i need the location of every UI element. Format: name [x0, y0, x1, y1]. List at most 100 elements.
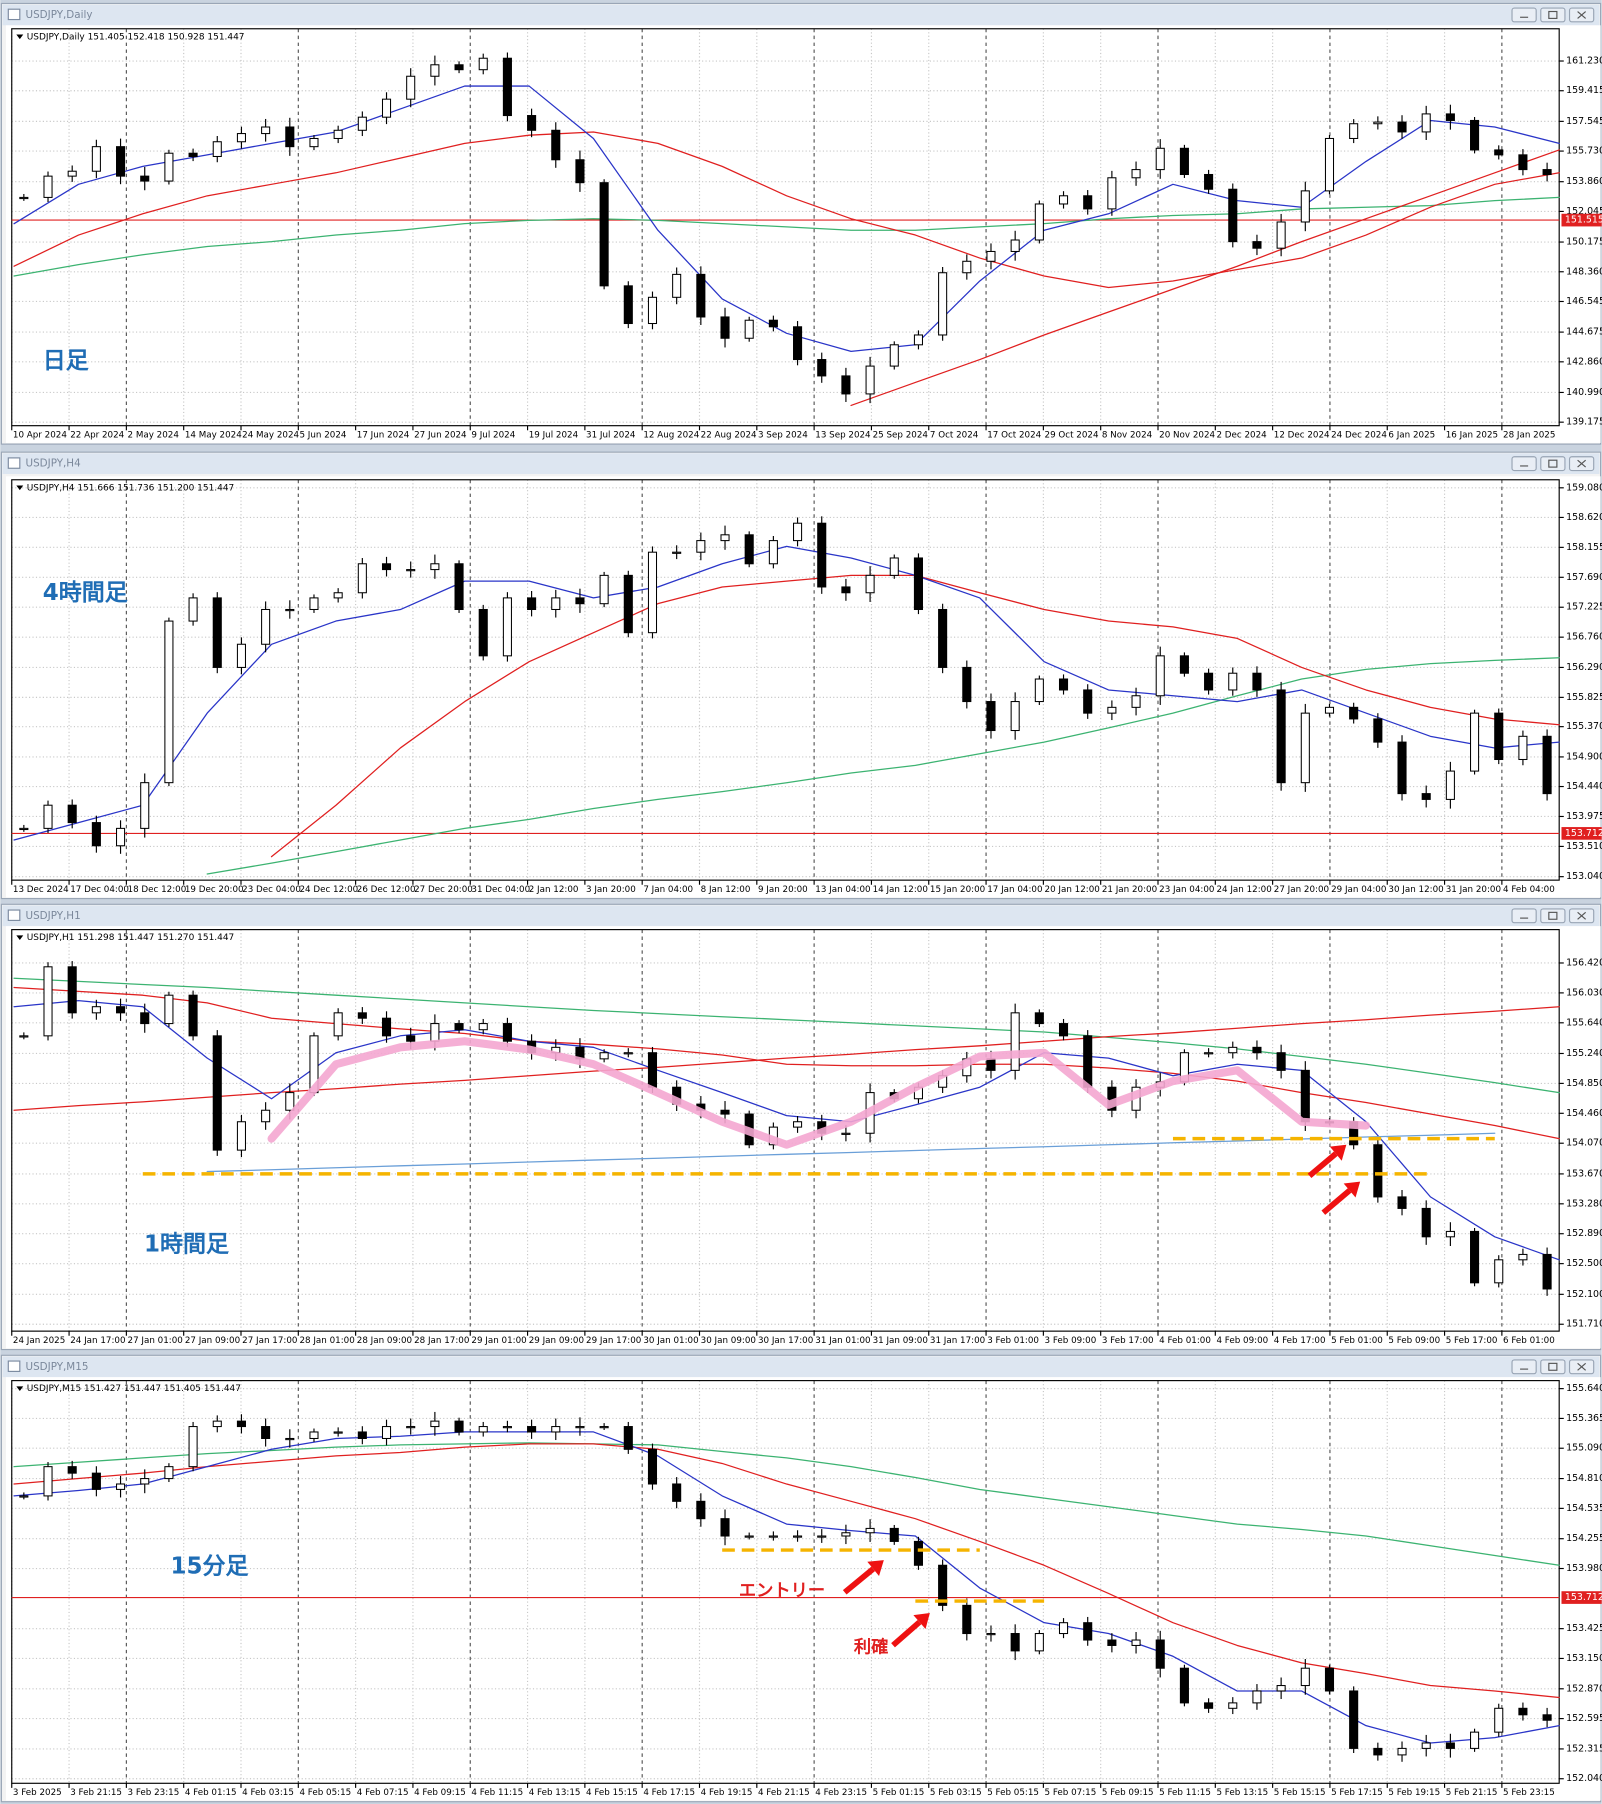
- y-tick-label: 154.255: [1566, 1533, 1602, 1544]
- x-tick-label: 20 Nov 2024: [1159, 430, 1215, 440]
- candle-body: [1034, 203, 1044, 241]
- candle-body: [1228, 1702, 1238, 1709]
- y-tick-label: 155.365: [1566, 1413, 1602, 1424]
- candle-body: [865, 1527, 875, 1534]
- candle-body: [1058, 195, 1069, 205]
- y-tick-label: 153.150: [1566, 1653, 1602, 1664]
- candle-body: [140, 1012, 150, 1025]
- candle-body: [1252, 241, 1262, 249]
- x-tick-label: 17 Oct 2024: [987, 430, 1041, 440]
- candle-body: [116, 146, 126, 177]
- x-tick-label: 19 Jul 2024: [529, 430, 579, 440]
- candle-body: [19, 827, 29, 831]
- y-tick-label: 139.175: [1566, 417, 1602, 428]
- candle-body: [720, 1109, 730, 1115]
- y-tick-label: 152.870: [1566, 1683, 1602, 1694]
- candle-body: [1542, 1253, 1552, 1290]
- indicator-line: [13, 1443, 1560, 1699]
- arrow-head: [913, 1613, 930, 1630]
- x-tick-label: 6 Feb 01:00: [1503, 1336, 1555, 1346]
- timeframe-label: 15分足: [171, 1553, 249, 1579]
- info-line: USDJPY,M15 151.427 151.447 151.405 151.4…: [27, 1384, 241, 1394]
- candle-body: [261, 126, 271, 135]
- x-tick-label: 5 Feb 23:15: [1503, 1788, 1555, 1798]
- candle-body: [285, 1092, 295, 1111]
- candle-body: [962, 260, 972, 274]
- candle-body: [1397, 741, 1407, 795]
- candle-body: [575, 159, 585, 184]
- x-tick-label: 4 Feb 17:00: [1274, 1336, 1326, 1346]
- candle-body: [1131, 695, 1141, 708]
- arrow-head: [1343, 1181, 1361, 1198]
- candle-body: [865, 365, 875, 395]
- maximize-button[interactable]: [1540, 908, 1566, 924]
- candle-body: [478, 608, 488, 657]
- candle-body: [478, 1023, 488, 1031]
- maximize-button[interactable]: [1540, 1359, 1566, 1375]
- candle-body: [672, 1483, 682, 1502]
- y-tick-label: 152.500: [1566, 1258, 1602, 1269]
- button-glyph: [1577, 1362, 1587, 1371]
- current-price-tag: [1561, 1591, 1602, 1604]
- candle-body: [212, 1035, 222, 1151]
- candle-body: [841, 1532, 851, 1537]
- candle-body: [333, 1012, 343, 1037]
- indicator-line: [13, 131, 1560, 289]
- candle-body: [309, 1431, 319, 1439]
- candle-body: [1276, 221, 1286, 249]
- chart-window: USDJPY,H4 159.080 158.620 158.155 157.690 157…: [0, 451, 1602, 900]
- candle-body: [1155, 655, 1165, 697]
- maximize-button[interactable]: [1540, 456, 1566, 472]
- minimize-button[interactable]: [1511, 7, 1537, 23]
- candle-body: [1445, 1742, 1455, 1749]
- candle-body: [672, 273, 682, 298]
- x-tick-label: 4 Feb 11:15: [471, 1788, 523, 1798]
- candle-body: [527, 597, 537, 611]
- x-tick-label: 3 Feb 01:00: [987, 1336, 1039, 1346]
- candle-body: [793, 1121, 803, 1128]
- candle-body: [647, 1052, 658, 1088]
- title-bar: [2, 4, 1600, 26]
- candle-body: [599, 182, 609, 287]
- x-tick-label: 24 Jan 2025: [13, 1336, 65, 1346]
- minimize-button[interactable]: [1511, 456, 1537, 472]
- candle-body: [188, 1426, 198, 1468]
- x-tick-label: 30 Jan 12:00: [1388, 885, 1443, 895]
- candle-body: [599, 574, 609, 605]
- candle-body: [938, 608, 948, 668]
- y-tick-label: 154.070: [1566, 1138, 1602, 1149]
- x-tick-label: 4 Feb 04:00: [1503, 885, 1555, 895]
- candle-body: [623, 574, 633, 634]
- candle-body: [285, 126, 295, 148]
- candle-body: [430, 1420, 440, 1428]
- x-tick-label: 4 Feb 07:15: [357, 1788, 409, 1798]
- candle-body: [1010, 1012, 1020, 1071]
- candle-body: [1494, 712, 1504, 761]
- minimize-button[interactable]: [1511, 1359, 1537, 1375]
- candle-body: [599, 1426, 609, 1429]
- candle-body: [551, 1426, 561, 1433]
- candle-body: [817, 1535, 827, 1538]
- candle-body: [551, 129, 561, 161]
- x-tick-label: 8 Nov 2024: [1102, 430, 1153, 440]
- candle-body: [1349, 706, 1359, 720]
- info-marker: [16, 935, 24, 940]
- candle-body: [1252, 1046, 1262, 1054]
- plot-border: [11, 929, 1560, 1332]
- x-tick-label: 30 Jan 09:00: [701, 1336, 756, 1346]
- minimize-button[interactable]: [1511, 908, 1537, 924]
- candle-body: [140, 175, 150, 182]
- x-tick-label: 29 Oct 2024: [1045, 430, 1099, 440]
- x-tick-label: 15 Jan 20:00: [930, 885, 985, 895]
- candle-body: [1470, 1230, 1480, 1284]
- candle-body: [889, 344, 899, 367]
- candle-body: [454, 1023, 464, 1031]
- candle-body: [623, 1052, 633, 1055]
- x-tick-label: 4 Feb 21:15: [758, 1788, 810, 1798]
- candle-body: [1324, 1667, 1335, 1692]
- y-tick-label: 150.175: [1566, 237, 1602, 248]
- maximize-button[interactable]: [1540, 7, 1566, 23]
- x-tick-label: 31 Jan 09:00: [873, 1336, 928, 1346]
- y-tick-label: 155.240: [1566, 1048, 1602, 1059]
